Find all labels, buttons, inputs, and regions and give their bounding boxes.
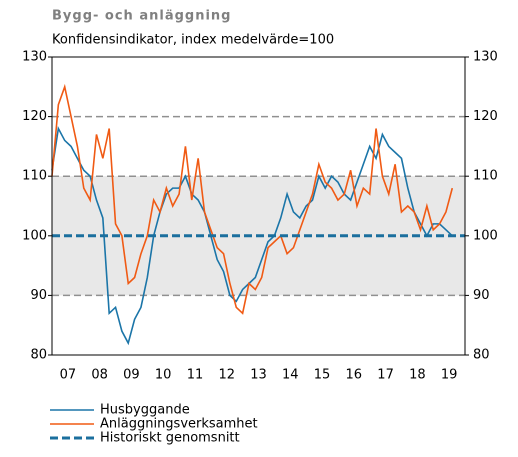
y-tick-label: 130	[22, 50, 47, 65]
x-tick-label: 17	[377, 368, 394, 383]
x-tick-label: 16	[346, 368, 363, 383]
x-tick-label: 14	[282, 368, 299, 383]
x-tick-label: 08	[91, 368, 108, 383]
y-tick-label: 80	[30, 348, 47, 363]
y2-tick-label: 120	[473, 109, 498, 124]
x-tick-label: 07	[60, 368, 77, 383]
x-tick-label: 12	[218, 368, 235, 383]
series-line	[51, 126, 453, 346]
x-tick-label: 18	[409, 368, 426, 383]
chart-title: Bygg- och anläggning	[52, 9, 231, 24]
series-line	[51, 83, 454, 315]
y-tick-label: 110	[22, 169, 47, 184]
legend-label: Husbyggande	[100, 403, 190, 418]
y2-tick-label: 90	[473, 288, 490, 303]
y-tick-label: 100	[22, 228, 47, 243]
x-tick-label: 15	[314, 368, 331, 383]
x-tick-label: 11	[187, 368, 204, 383]
x-tick-label: 19	[441, 368, 458, 383]
y2-tick-label: 100	[473, 228, 498, 243]
x-tick-label: 13	[250, 368, 267, 383]
y2-tick-label: 110	[473, 169, 498, 184]
y-tick-label: 120	[22, 109, 47, 124]
y-tick-label: 90	[30, 288, 47, 303]
legend-label: Anläggningsverksamhet	[100, 417, 258, 432]
x-tick-label: 10	[155, 368, 172, 383]
chart-subtitle: Konfidensindikator, index medelvärde=100	[52, 33, 334, 48]
x-tick-label: 09	[123, 368, 140, 383]
legend-label: Historiskt genomsnitt	[100, 431, 240, 446]
y2-tick-label: 130	[473, 50, 498, 65]
plot-frame	[51, 56, 466, 356]
y2-tick-label: 80	[473, 348, 490, 363]
